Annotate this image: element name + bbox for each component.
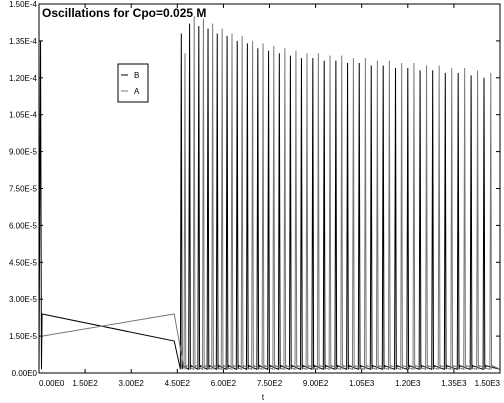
- y-tick-label: 1.50E-4: [9, 0, 38, 9]
- legend-box: [117, 63, 149, 103]
- x-tick-label: 4.50E2: [165, 379, 191, 388]
- y-tick-label: 9.00E-5: [9, 148, 38, 157]
- x-axis-label: t: [262, 393, 265, 402]
- x-tick-label: 1.35E3: [441, 379, 467, 388]
- x-tick-label: 1.50E2: [72, 379, 98, 388]
- series-line-a: [41, 16, 501, 371]
- y-tick-label: 3.00E-5: [9, 295, 38, 304]
- y-tick-label: 7.50E-5: [9, 185, 38, 194]
- x-tick-label: 6.00E2: [211, 379, 237, 388]
- y-tick-label: 0.00E0: [12, 369, 38, 378]
- x-tick-label: 1.20E3: [395, 379, 421, 388]
- y-tick-label: 1.20E-4: [9, 74, 38, 83]
- y-tick-label: 4.50E-5: [9, 258, 38, 267]
- chart-title: Oscillations for Cpo=0.025 M: [42, 6, 206, 20]
- y-tick-label: 1.35E-4: [9, 37, 38, 46]
- x-tick-label: 3.00E2: [119, 379, 145, 388]
- y-tick-label: 6.00E-5: [9, 221, 38, 230]
- x-tick-label: 7.50E2: [257, 379, 283, 388]
- y-tick-label: 1.05E-4: [9, 111, 38, 120]
- x-tick-label: 9.00E2: [303, 379, 329, 388]
- x-axis: 0.00E0 1.50E2 3.00E2 4.50E2 6.00E2 7.50E2 9.00…: [38, 4, 501, 388]
- x-tick-label: 1.05E3: [349, 379, 375, 388]
- legend-label: B: [134, 71, 139, 80]
- x-tick-label: 1.50E3: [475, 379, 501, 388]
- plot-layer: [38, 16, 501, 374]
- legend-label: A: [134, 87, 140, 96]
- x-tick-label: 0.00E0: [39, 379, 65, 388]
- legend: BA: [117, 63, 149, 103]
- y-axis: 0.00E0 1.50E-5 3.00E-5 4.50E-5 6.00E-5 7.50E-…: [9, 0, 500, 378]
- y-tick-label: 1.50E-5: [9, 332, 38, 341]
